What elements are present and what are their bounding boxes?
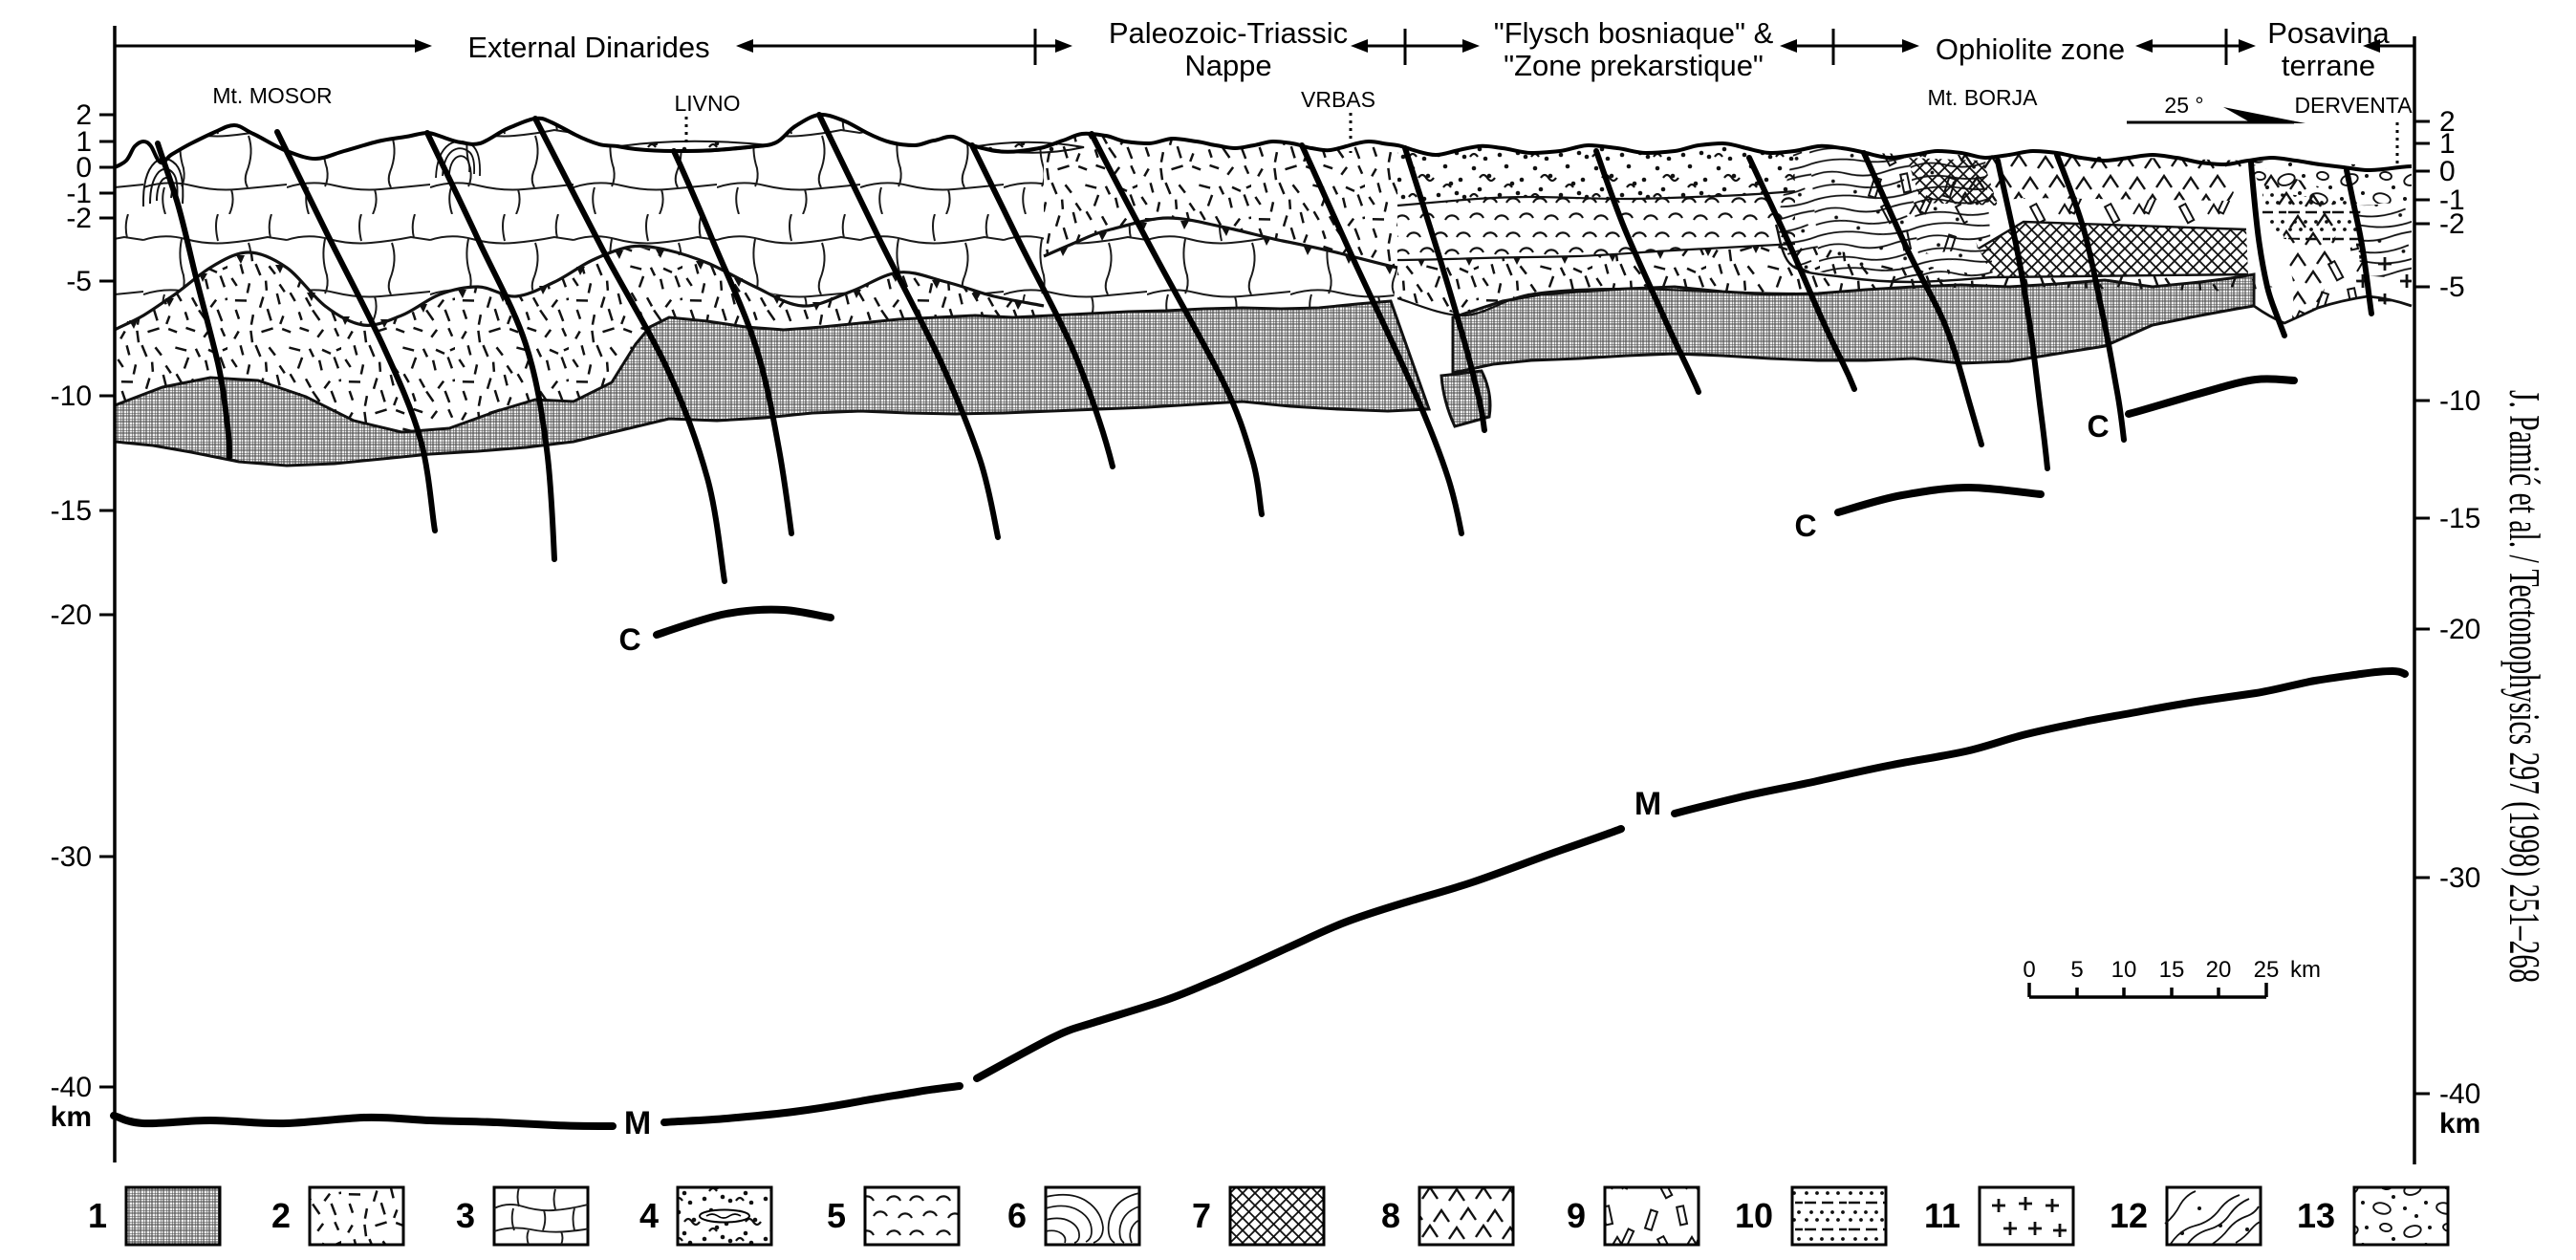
svg-text:LIVNO: LIVNO bbox=[674, 91, 740, 116]
svg-text:Paleozoic-Triassic: Paleozoic-Triassic bbox=[1109, 16, 1348, 50]
svg-text:7: 7 bbox=[1192, 1196, 1211, 1235]
svg-text:0: 0 bbox=[2439, 156, 2456, 187]
svg-text:-5: -5 bbox=[2439, 272, 2465, 303]
svg-text:-15: -15 bbox=[2439, 503, 2480, 534]
svg-text:M: M bbox=[1634, 786, 1661, 822]
svg-text:1: 1 bbox=[2439, 128, 2456, 160]
svg-text:10: 10 bbox=[2111, 957, 2137, 983]
svg-text:-15: -15 bbox=[51, 495, 92, 527]
svg-text:10: 10 bbox=[1735, 1196, 1773, 1235]
svg-text:Ophiolite zone: Ophiolite zone bbox=[1936, 33, 2125, 66]
svg-text:0: 0 bbox=[76, 152, 92, 184]
svg-text:C: C bbox=[618, 622, 640, 657]
svg-text:-2: -2 bbox=[66, 203, 92, 234]
svg-text:0: 0 bbox=[2023, 957, 2035, 983]
svg-text:1: 1 bbox=[76, 126, 92, 158]
svg-text:15: 15 bbox=[2159, 957, 2185, 983]
svg-text:5: 5 bbox=[2070, 957, 2083, 983]
svg-text:-30: -30 bbox=[51, 841, 92, 873]
svg-text:5: 5 bbox=[827, 1196, 846, 1235]
svg-text:3: 3 bbox=[456, 1196, 475, 1235]
svg-text:1: 1 bbox=[88, 1196, 107, 1235]
svg-text:Mt. BORJA: Mt. BORJA bbox=[1927, 85, 2038, 110]
svg-text:-2: -2 bbox=[2439, 208, 2465, 240]
svg-text:J. Pamić et al. / Tectonophysi: J. Pamić et al. / Tectonophysics 297 (19… bbox=[2500, 390, 2546, 983]
svg-text:External Dinarides: External Dinarides bbox=[467, 31, 709, 64]
svg-text:-10: -10 bbox=[51, 380, 92, 412]
svg-text:terrane: terrane bbox=[2282, 49, 2375, 82]
svg-text:-5: -5 bbox=[66, 266, 92, 297]
svg-text:9: 9 bbox=[1567, 1196, 1586, 1235]
svg-text:C: C bbox=[1794, 509, 1816, 543]
svg-text:km: km bbox=[2290, 957, 2321, 983]
svg-text:"Flysch bosniaque" &: "Flysch bosniaque" & bbox=[1494, 16, 1774, 50]
svg-text:-20: -20 bbox=[2439, 614, 2480, 645]
svg-text:"Zone prekarstique": "Zone prekarstique" bbox=[1504, 49, 1764, 82]
svg-text:2: 2 bbox=[76, 99, 92, 131]
svg-text:Mt. MOSOR: Mt. MOSOR bbox=[212, 83, 332, 108]
svg-text:C: C bbox=[2087, 409, 2109, 444]
svg-text:-30: -30 bbox=[2439, 862, 2480, 894]
svg-text:-1: -1 bbox=[66, 178, 92, 209]
svg-text:2: 2 bbox=[271, 1196, 291, 1235]
svg-text:-40: -40 bbox=[2439, 1078, 2480, 1110]
svg-text:-20: -20 bbox=[51, 599, 92, 631]
svg-text:km: km bbox=[51, 1101, 92, 1133]
svg-text:-40: -40 bbox=[51, 1072, 92, 1103]
svg-text:VRBAS: VRBAS bbox=[1301, 87, 1375, 112]
svg-text:11: 11 bbox=[1924, 1196, 1960, 1235]
svg-text:13: 13 bbox=[2297, 1196, 2335, 1235]
svg-text:20: 20 bbox=[2206, 957, 2232, 983]
svg-text:4: 4 bbox=[639, 1196, 659, 1235]
svg-text:Nappe: Nappe bbox=[1184, 49, 1271, 82]
svg-text:25 °: 25 ° bbox=[2164, 93, 2203, 118]
svg-text:M: M bbox=[624, 1105, 651, 1141]
svg-text:DERVENTA: DERVENTA bbox=[2294, 93, 2413, 118]
svg-text:-10: -10 bbox=[2439, 385, 2480, 417]
svg-text:6: 6 bbox=[1007, 1196, 1027, 1235]
svg-text:12: 12 bbox=[2110, 1196, 2148, 1235]
svg-text:8: 8 bbox=[1381, 1196, 1400, 1235]
svg-text:2: 2 bbox=[2439, 106, 2456, 138]
svg-text:km: km bbox=[2439, 1108, 2480, 1140]
svg-text:Posavina: Posavina bbox=[2267, 16, 2390, 50]
svg-text:25: 25 bbox=[2254, 957, 2280, 983]
svg-text:-1: -1 bbox=[2439, 185, 2465, 216]
